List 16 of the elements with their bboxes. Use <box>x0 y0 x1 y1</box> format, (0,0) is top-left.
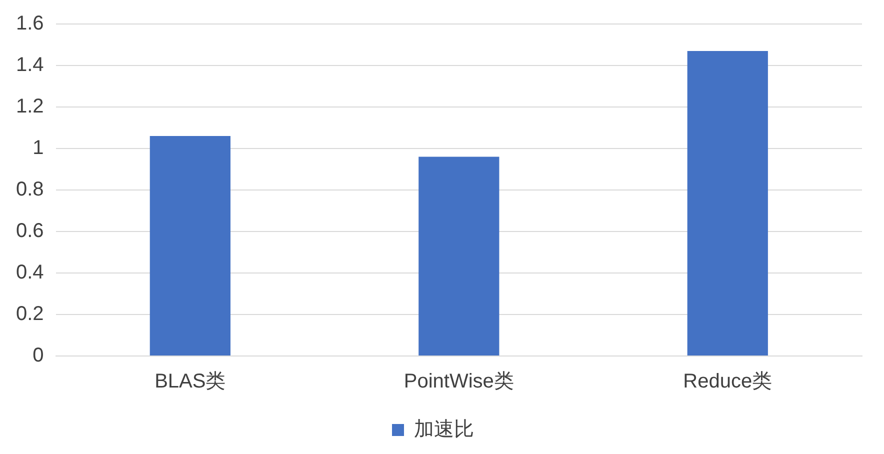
bar <box>150 136 230 356</box>
y-tick-label: 0.8 <box>16 178 44 201</box>
y-tick-label: 1.6 <box>16 12 44 35</box>
y-tick-label: 1.2 <box>16 96 44 118</box>
x-tick-label: BLAS类 <box>154 370 226 393</box>
x-tick-label: Reduce类 <box>683 370 772 393</box>
y-tick-label: 1 <box>32 137 44 160</box>
x-tick-label: PointWise类 <box>404 370 514 393</box>
bar <box>418 156 500 356</box>
y-tick-label: 0 <box>32 344 44 367</box>
y-tick-label: 0.4 <box>16 262 44 284</box>
y-tick-label: 1.4 <box>16 54 44 76</box>
y-tick-label: 0.6 <box>16 220 44 242</box>
bar <box>687 50 768 356</box>
y-tick-label: 0.2 <box>16 303 44 326</box>
legend-label: 加速比 <box>414 418 474 441</box>
